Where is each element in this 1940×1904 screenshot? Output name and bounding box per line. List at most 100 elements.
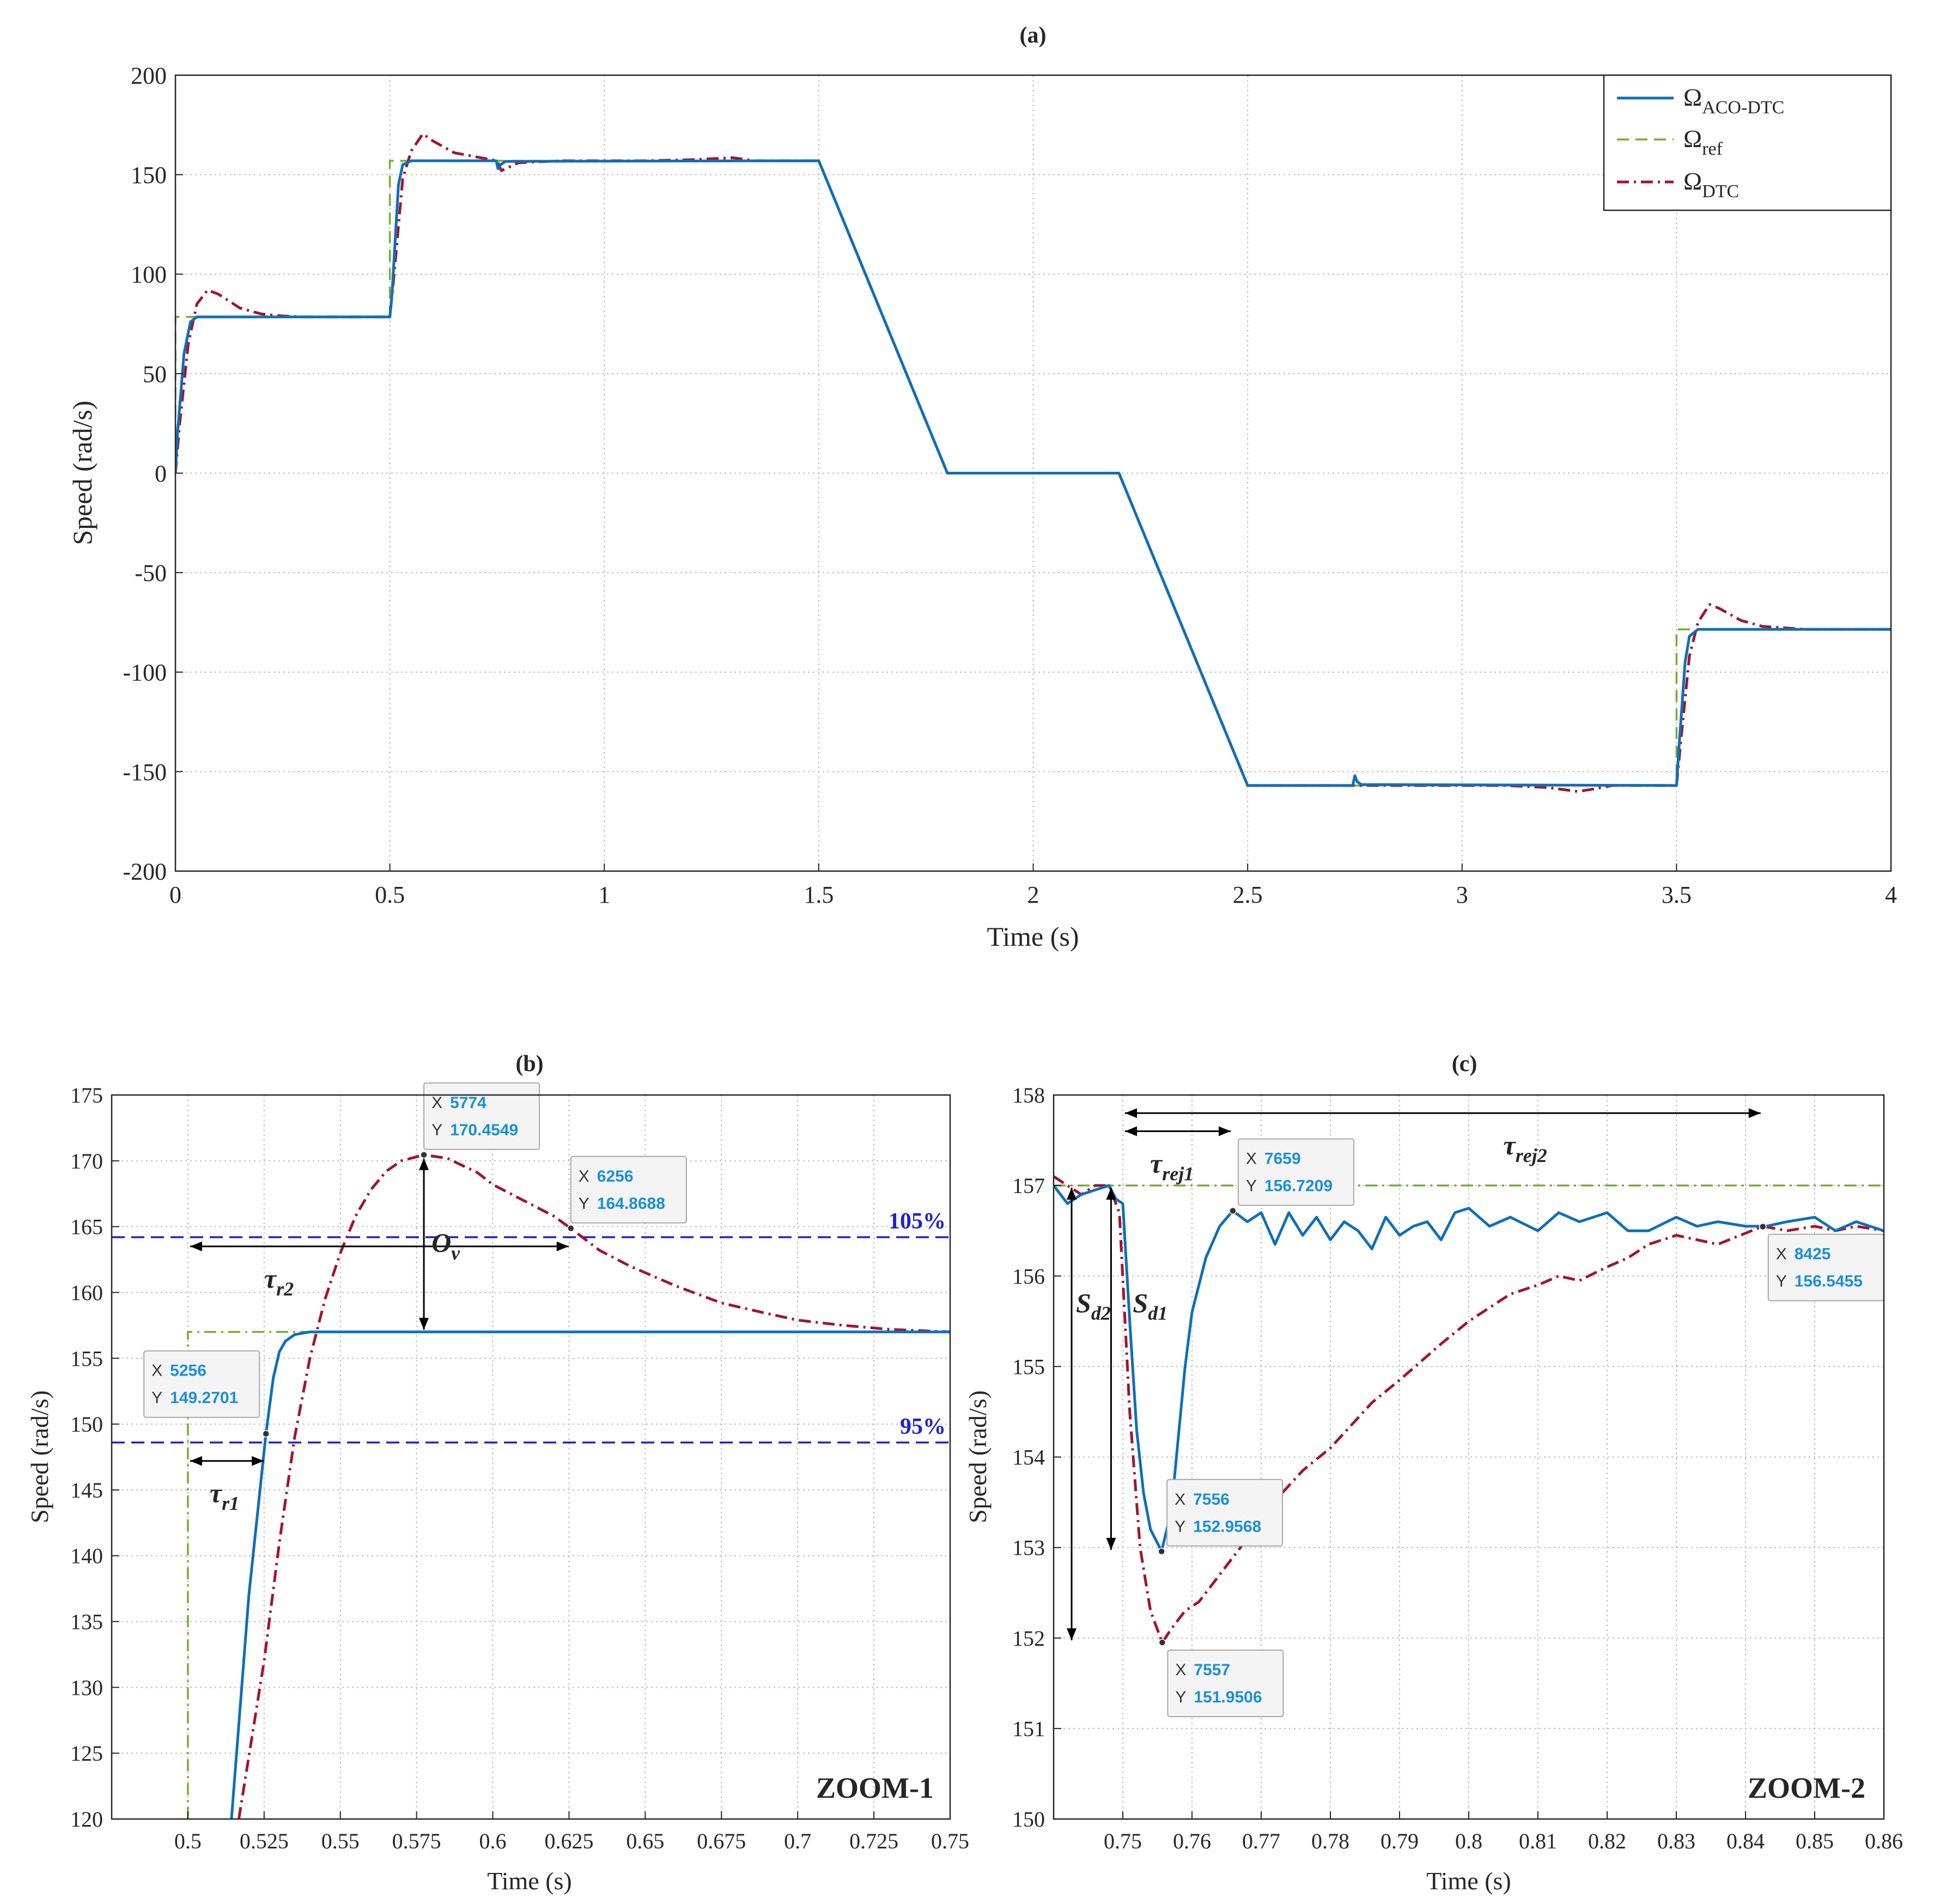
c-ytick-label: 156 <box>1012 1264 1045 1288</box>
legend-dtc-label: ΩDTC <box>1683 167 1739 202</box>
datatip-box <box>1767 1233 1884 1301</box>
b-series-dtc-line <box>237 1153 950 1819</box>
datatip-x-label: X <box>1175 1491 1185 1508</box>
c-xtick-label: 0.84 <box>1726 1829 1765 1853</box>
a-xtick-label: 2.5 <box>1233 881 1263 908</box>
b-ytick-label: 165 <box>70 1215 103 1239</box>
panel-a-xlabel: Time (s) <box>987 921 1079 952</box>
tau-rej1-label: τrej1 <box>1150 1148 1194 1184</box>
a-xtick-label: 2 <box>1027 881 1039 908</box>
b-ytick-label: 155 <box>70 1346 103 1371</box>
legend: ΩACO-DTC Ωref ΩDTC <box>1603 74 1892 211</box>
overshoot-arrow-head-bottom <box>419 1317 429 1330</box>
panel-a-title: (a) <box>1020 23 1047 48</box>
legend-box <box>1603 74 1892 211</box>
b-ytick-label: 150 <box>70 1412 103 1437</box>
tau-r1-label: τr1 <box>210 1478 239 1514</box>
panel-b: (b) 105% 95% τr1 τr2 Ov X 5256 Y 149.2701 X 5774… <box>26 1051 969 1895</box>
tau-rej2-label: τrej2 <box>1504 1130 1547 1166</box>
b-xtick-label: 0.725 <box>849 1829 898 1853</box>
threshold-label-0: 105% <box>889 1209 946 1234</box>
c-xtick-label: 0.83 <box>1657 1829 1695 1853</box>
sd1-arrow-head-top <box>1106 1188 1116 1200</box>
datatip-1[interactable]: X 7556 Y 152.9568 <box>1166 1479 1284 1547</box>
b-xtick-label: 0.75 <box>931 1829 969 1853</box>
b-xtick-label: 0.5 <box>174 1829 202 1853</box>
datatip-box <box>570 1155 687 1224</box>
b-ytick-label: 140 <box>70 1544 103 1568</box>
b-ytick-label: 135 <box>70 1610 103 1634</box>
b-ytick-label: 120 <box>70 1807 103 1832</box>
datatip-marker <box>262 1429 270 1438</box>
a-ytick-label: 150 <box>131 162 167 188</box>
a-ytick-label: 0 <box>155 460 167 487</box>
panel-b-threshold-lines: 105% 95% <box>112 1209 950 1444</box>
c-xtick-label: 0.81 <box>1519 1829 1557 1853</box>
b-series-ref-line <box>187 1331 950 1819</box>
datatip-x-value: 5256 <box>170 1362 206 1380</box>
tau-rej2-arrow-head-left <box>1125 1108 1137 1118</box>
b-ytick-label: 145 <box>70 1478 103 1502</box>
datatip-2[interactable]: X 6256 Y 164.8688 <box>570 1155 687 1224</box>
b-series-aco-line <box>230 1330 950 1819</box>
datatip-0[interactable]: X 7659 Y 156.7209 <box>1237 1138 1354 1206</box>
c-ytick-label: 158 <box>1012 1083 1045 1108</box>
datatip-marker <box>1158 1548 1165 1555</box>
c-ytick-label: 151 <box>1012 1717 1045 1741</box>
datatip-x-label: X <box>1175 1661 1186 1679</box>
datatip-x-value: 7556 <box>1193 1491 1230 1508</box>
b-xtick-label: 0.625 <box>544 1829 593 1853</box>
panel-b-ylabel: Speed (rad/s) <box>26 1390 53 1523</box>
datatip-1[interactable]: X 5774 Y 170.4549 <box>423 1082 540 1150</box>
datatip-x-label: X <box>1246 1149 1257 1167</box>
panel-a-ylabel: Speed (rad/s) <box>67 400 98 545</box>
datatip-marker <box>1229 1207 1237 1215</box>
sd1-arrow-head-bottom <box>1106 1537 1116 1550</box>
datatip-marker <box>1158 1639 1166 1646</box>
a-ytick-label: -50 <box>135 560 167 587</box>
panel-c-annotations: τrej1 τrej2 Sd2 Sd1 <box>1067 1108 1761 1641</box>
datatip-3[interactable]: X 8425 Y 156.5455 <box>1767 1233 1884 1301</box>
panel-c-zoom-label: ZOOM-2 <box>1748 1772 1865 1804</box>
datatip-box <box>1167 1649 1284 1717</box>
datatip-y-value: 156.7209 <box>1264 1177 1333 1195</box>
datatip-x-label: X <box>151 1362 162 1380</box>
a-ytick-label: 200 <box>131 62 167 89</box>
panel-b-frame <box>111 1094 951 1820</box>
datatip-box <box>423 1082 540 1150</box>
a-ytick-label: 50 <box>143 361 167 387</box>
datatip-x-value: 7557 <box>1194 1661 1230 1679</box>
datatip-marker <box>420 1151 428 1159</box>
datatip-y-value: 149.2701 <box>170 1389 238 1407</box>
panel-b-annotations: τr1 τr2 Ov <box>190 1158 569 1514</box>
datatip-2[interactable]: X 7557 Y 151.9506 <box>1167 1649 1284 1717</box>
sd1-label: Sd1 <box>1133 1288 1167 1324</box>
panel-b-title: (b) <box>515 1051 543 1076</box>
a-xtick-label: 3 <box>1456 881 1468 908</box>
tau-rej2-arrow-head-right <box>1748 1108 1761 1118</box>
datatip-x-label: X <box>579 1167 589 1185</box>
tau-r1-arrow-head-left <box>190 1456 202 1466</box>
c-xtick-label: 0.76 <box>1173 1829 1211 1853</box>
panel-c-ylabel: Speed (rad/s) <box>964 1390 992 1523</box>
datatip-x-value: 5774 <box>450 1094 486 1112</box>
panel-b-ticks: 0.5 0.525 0.55 0.575 0.6 0.625 0.65 0.675 0.7 0.7… <box>70 1083 969 1853</box>
a-xtick-label: 3.5 <box>1662 881 1692 908</box>
b-xtick-label: 0.575 <box>392 1829 441 1853</box>
panel-a-series <box>175 132 1891 793</box>
c-xtick-label: 0.79 <box>1380 1829 1419 1853</box>
b-ytick-label: 160 <box>70 1280 103 1305</box>
datatip-y-value: 156.5455 <box>1795 1273 1863 1291</box>
panel-b-zoom-label: ZOOM-1 <box>816 1772 934 1804</box>
panel-c-xlabel: Time (s) <box>1426 1867 1511 1895</box>
datatip-0[interactable]: X 5256 Y 149.2701 <box>143 1350 260 1418</box>
b-xtick-label: 0.55 <box>321 1829 360 1853</box>
panel-a-ticks: 0 0.5 1 1.5 2 2.5 3 3.5 4 -200 -150 -100 -50 0 50 100 15… <box>123 62 1897 908</box>
b-xtick-label: 0.65 <box>626 1829 664 1853</box>
datatip-x-value: 7659 <box>1264 1149 1301 1167</box>
b-xtick-label: 0.675 <box>697 1829 746 1853</box>
overshoot-label: Ov <box>431 1227 460 1264</box>
tau-rej1-arrow-head-left <box>1125 1126 1137 1136</box>
tau-r1-arrow-head-right <box>252 1456 264 1466</box>
datatip-marker <box>567 1225 575 1232</box>
